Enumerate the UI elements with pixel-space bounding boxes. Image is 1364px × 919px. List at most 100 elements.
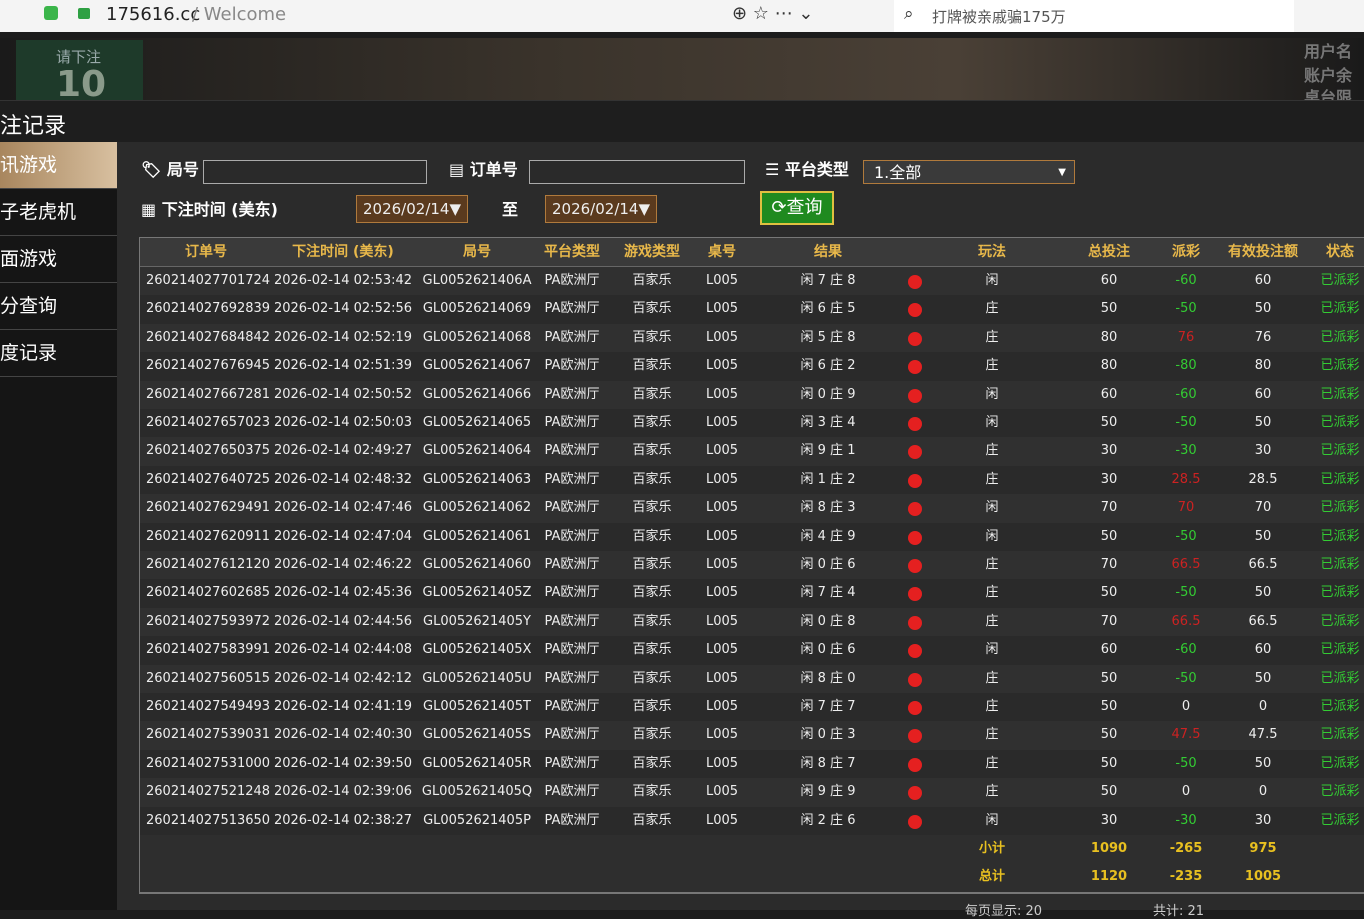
cell: 百家乐 — [632, 585, 672, 601]
cell: 闲 0 庄 6 — [800, 642, 856, 658]
column-header: 平台类型 — [544, 244, 600, 260]
cell: PA欧洲厅 — [544, 557, 600, 572]
cell: 2026-02-14 02:47:46 — [273, 500, 413, 516]
platform-value: 1.全部 — [874, 163, 922, 182]
sidebar: 讯游戏 子老虎机 面游戏 分查询 度记录 — [0, 142, 117, 910]
play-icon[interactable] — [908, 417, 922, 431]
play-icon[interactable] — [908, 814, 922, 829]
column-header: 订单号 — [185, 244, 227, 260]
cell: 2026-02-14 02:48:32 — [273, 471, 413, 487]
play-icon[interactable] — [908, 786, 922, 801]
play-icon[interactable] — [908, 644, 922, 659]
cell: 50 — [1100, 727, 1118, 743]
play-icon[interactable] — [908, 559, 922, 573]
play-icon[interactable] — [908, 445, 922, 460]
sidebar-item[interactable]: 度记录 — [0, 330, 117, 377]
sidebar-item[interactable]: 面游戏 — [0, 236, 117, 283]
search-box[interactable]: ⌕ 打牌被亲戚骗175万 — [894, 0, 1294, 32]
sidebar-item[interactable]: 分查询 — [0, 283, 117, 330]
platform-select[interactable]: 1.全部 ▼ — [863, 160, 1075, 184]
user-info: 账户余 — [1304, 66, 1353, 85]
cell: GL0052621405R — [422, 755, 532, 771]
play-icon[interactable] — [908, 729, 922, 744]
row — [140, 295, 1364, 325]
round-label-text: 局号 — [166, 160, 199, 179]
cell: 庄 — [985, 585, 999, 601]
countdown-label: 请下注 — [56, 48, 102, 66]
row — [140, 352, 1364, 382]
play-icon[interactable] — [908, 530, 922, 545]
cell: 闲 0 庄 3 — [800, 727, 856, 743]
play-icon[interactable] — [908, 303, 922, 318]
cell: 庄 — [985, 670, 999, 686]
cell: 闲 — [985, 500, 999, 516]
cell: 2026-02-14 02:45:36 — [273, 585, 413, 601]
search-button[interactable]: ⟳查询 — [760, 191, 834, 225]
play-icon[interactable] — [908, 331, 922, 346]
platform-label: ☰ 平台类型 — [765, 160, 849, 179]
row — [140, 494, 1364, 524]
cell: 已派彩 — [1320, 585, 1360, 601]
table: 订单号 下注时间 (美东) 局号 平台类型 游戏类型 桌号 结果 玩法 总投注 派彩 有效投注额 状态… — [139, 237, 1364, 894]
cell: L005 — [705, 699, 739, 714]
cell: GL0052621405T — [423, 699, 531, 714]
cell: 闲 8 庄 3 — [800, 500, 856, 516]
cell: -50 — [1175, 301, 1197, 317]
cell: 66.5 — [1248, 557, 1278, 572]
cell: -60 — [1175, 386, 1197, 402]
play-icon[interactable] — [908, 615, 922, 630]
cell: 庄 — [985, 329, 999, 345]
date-from[interactable]: 2026/02/14▼ — [356, 195, 468, 223]
cell: 闲 9 庄 1 — [800, 443, 856, 459]
cell: PA欧洲厅 — [544, 386, 600, 402]
cell: 闲 0 庄 8 — [800, 613, 856, 629]
cell: 30 — [1100, 812, 1118, 828]
page-title: / Welcome — [192, 4, 287, 25]
cell: 庄 — [985, 557, 999, 572]
play-icon[interactable] — [908, 757, 922, 772]
cell: 百家乐 — [632, 386, 672, 402]
cell: 闲 4 庄 9 — [800, 528, 856, 544]
cell: 庄 — [985, 358, 999, 374]
cell: 260214027583991 — [146, 642, 271, 658]
cell: L005 — [705, 670, 739, 686]
cell: 2026-02-14 02:44:08 — [273, 642, 413, 658]
sidebar-item[interactable]: 子老虎机 — [0, 189, 117, 236]
cell: 50 — [1100, 301, 1118, 317]
cell: 百家乐 — [632, 500, 672, 516]
cell: 闲 6 庄 5 — [800, 301, 856, 317]
cell: 50 — [1254, 301, 1272, 317]
play-icon[interactable] — [908, 275, 922, 289]
summary-cell: 1005 — [1244, 869, 1282, 885]
play-icon[interactable] — [908, 587, 922, 602]
cell: 闲 — [985, 273, 999, 288]
round-input[interactable] — [203, 160, 427, 184]
play-icon[interactable] — [908, 360, 922, 375]
cell: 2026-02-14 02:51:39 — [273, 358, 413, 374]
cell: GL00526214060 — [422, 557, 532, 572]
cell: L005 — [705, 613, 739, 629]
sidebar-item[interactable]: 讯游戏 — [0, 142, 117, 189]
play-icon[interactable] — [908, 388, 922, 403]
row — [140, 551, 1364, 581]
cell: 百家乐 — [632, 443, 672, 459]
cell: 50 — [1100, 784, 1118, 800]
toolbar-icons[interactable]: ⊕ ☆ ⋯ ⌄ — [732, 3, 814, 24]
domain[interactable]: 175616.cc — [106, 4, 201, 25]
play-icon[interactable] — [908, 473, 922, 488]
cell: PA欧洲厅 — [544, 500, 600, 516]
order-input[interactable] — [529, 160, 745, 184]
cell: 百家乐 — [632, 557, 672, 572]
column-header: 游戏类型 — [624, 244, 680, 260]
play-icon[interactable] — [908, 672, 922, 687]
play-icon[interactable] — [908, 701, 922, 715]
cell: -50 — [1175, 755, 1197, 771]
cell: 260214027612120 — [146, 557, 271, 572]
play-icon[interactable] — [908, 502, 922, 517]
cell: GL00526214064 — [422, 443, 532, 459]
cell: 50 — [1254, 755, 1272, 771]
cell: 已派彩 — [1320, 471, 1360, 487]
cell: PA欧洲厅 — [544, 415, 600, 430]
cell: 已派彩 — [1320, 301, 1360, 317]
date-to[interactable]: 2026/02/14▼ — [545, 195, 657, 223]
